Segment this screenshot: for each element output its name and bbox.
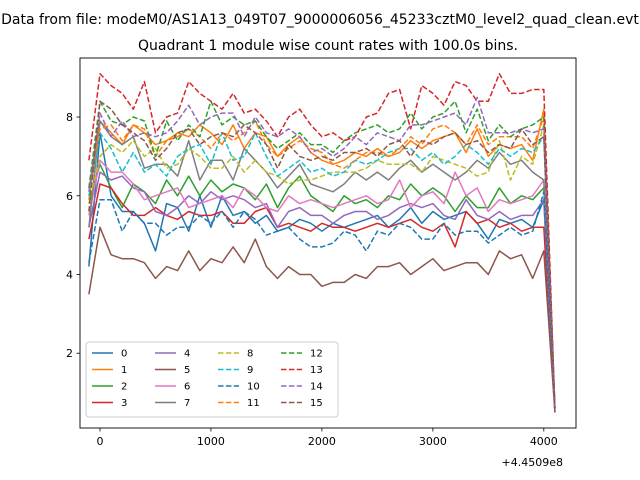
y-tick-label: 2 <box>66 347 73 360</box>
legend-label-11: 11 <box>247 398 260 409</box>
legend-box <box>85 341 339 418</box>
legend-label-14: 14 <box>310 382 323 393</box>
series-line-7 <box>88 120 556 409</box>
chart-title: Quadrant 1 module wise count rates with … <box>138 38 518 54</box>
legend-label-15: 15 <box>310 398 323 409</box>
x-offset-label: +4.4509e8 <box>502 456 563 469</box>
series-line-9 <box>88 132 556 409</box>
y-tick-label: 6 <box>66 190 73 203</box>
series-line-6 <box>88 159 556 409</box>
series-line-10 <box>88 191 556 409</box>
legend-label-7: 7 <box>184 398 190 409</box>
legend-label-2: 2 <box>121 382 127 393</box>
series-line-11 <box>88 116 556 409</box>
legend-label-3: 3 <box>121 398 127 409</box>
legend-label-9: 9 <box>247 365 253 376</box>
figure-suptitle: Data from file: modeM0/AS1A13_049T07_900… <box>1 12 639 28</box>
x-tick-label: 2000 <box>308 435 336 448</box>
legend-label-0: 0 <box>121 349 127 360</box>
y-axis: 2 4 6 8 <box>66 111 80 360</box>
legend-label-8: 8 <box>247 349 253 360</box>
x-tick-label: 4000 <box>530 435 558 448</box>
legend-label-13: 13 <box>310 365 323 376</box>
x-tick-label: 1000 <box>197 435 225 448</box>
legend-label-4: 4 <box>184 349 190 360</box>
series-line-5 <box>88 226 556 413</box>
legend-label-10: 10 <box>247 382 260 393</box>
series-line-12 <box>88 100 556 409</box>
series-line-14 <box>88 96 556 409</box>
series-line-13 <box>88 72 556 409</box>
series-line-15 <box>88 100 556 413</box>
legend-label-1: 1 <box>121 365 127 376</box>
x-axis: 0 1000 2000 3000 4000 <box>96 428 558 448</box>
legend-label-6: 6 <box>184 382 190 393</box>
y-tick-label: 4 <box>66 268 73 281</box>
legend-label-5: 5 <box>184 365 190 376</box>
plot-frame <box>79 57 577 429</box>
y-tick-label: 8 <box>66 111 73 124</box>
series-line-4 <box>88 171 556 413</box>
series-line-8 <box>88 124 556 409</box>
legend-label-12: 12 <box>310 349 323 360</box>
x-tick-label: 0 <box>96 435 103 448</box>
x-tick-label: 3000 <box>419 435 447 448</box>
series-layer <box>88 72 556 413</box>
